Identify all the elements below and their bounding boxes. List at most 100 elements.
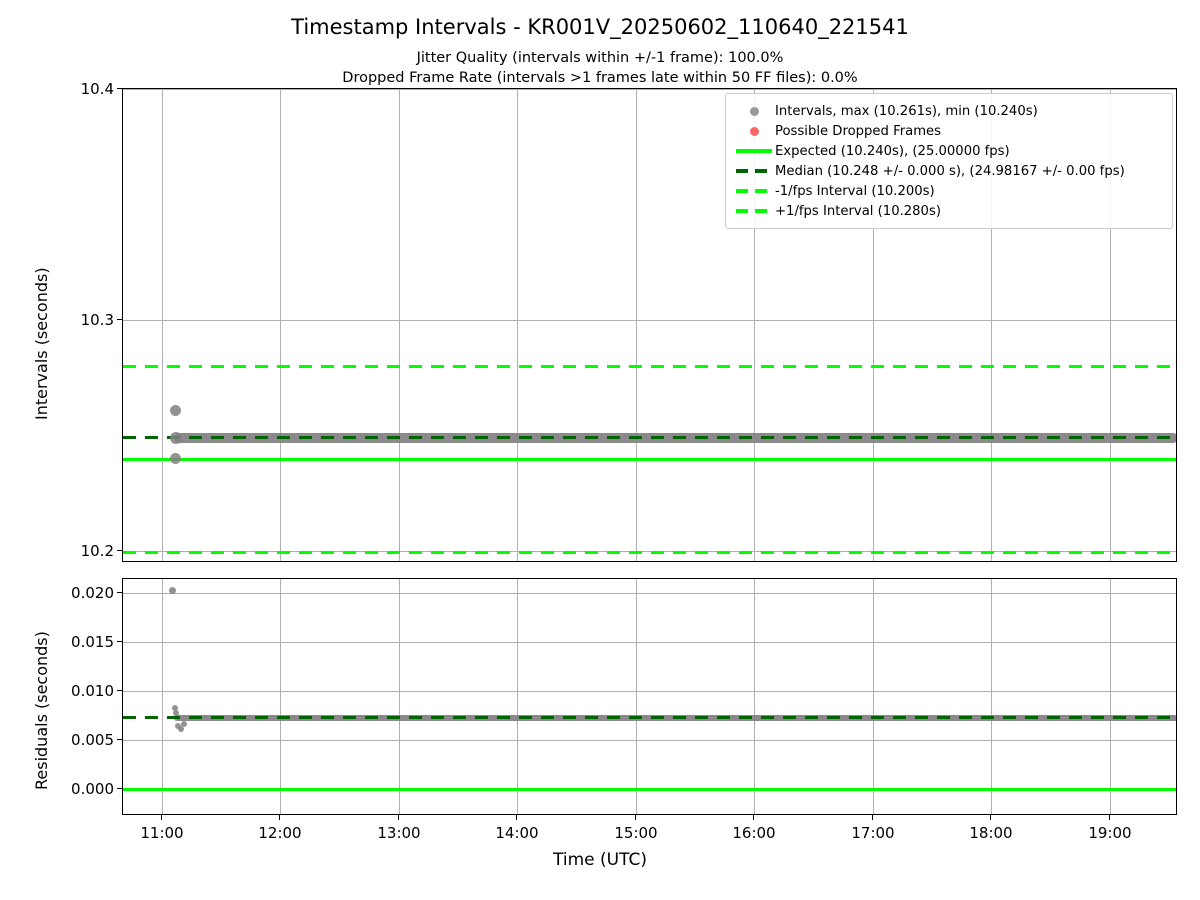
- minus-one-fps-interval-line: [123, 551, 1176, 554]
- x-tick-label: 15:00: [614, 824, 658, 842]
- gridline-horizontal: [123, 89, 1176, 90]
- x-tick-label: 12:00: [258, 824, 302, 842]
- median-interval-line: [123, 436, 1176, 440]
- median-residual-line: [123, 716, 1176, 720]
- gridline-vertical: [162, 579, 163, 814]
- gridline-vertical: [873, 89, 874, 561]
- x-tick-mark: [516, 815, 518, 820]
- gridline-vertical: [517, 89, 518, 561]
- gridline-horizontal: [123, 320, 1176, 321]
- y-axis-label-residuals: Residuals (seconds): [32, 631, 51, 790]
- x-tick-mark: [398, 815, 400, 820]
- y-tick-mark: [117, 319, 122, 321]
- legend-row: +1/fps Interval (10.280s): [733, 201, 1163, 221]
- circle-marker-icon: [733, 106, 775, 116]
- legend-label: Expected (10.240s), (25.00000 fps): [775, 143, 1010, 159]
- expected-interval-line: [123, 458, 1176, 461]
- x-tick-label: 18:00: [969, 824, 1013, 842]
- legend-row: Expected (10.240s), (25.00000 fps): [733, 141, 1163, 161]
- gridline-horizontal: [123, 593, 1176, 594]
- page-title: Timestamp Intervals - KR001V_20250602_11…: [291, 15, 909, 39]
- legend-row: Intervals, max (10.261s), min (10.240s): [733, 101, 1163, 121]
- residuals-plot-area: [122, 578, 1177, 815]
- residual-data-point: [181, 721, 187, 727]
- residual-data-point: [178, 726, 184, 732]
- dashed-line-marker-icon: [733, 169, 775, 173]
- dashed-line-marker-icon: [733, 209, 775, 213]
- intervals-plot-area: Intervals, max (10.261s), min (10.240s) …: [122, 88, 1177, 562]
- x-tick-mark: [279, 815, 281, 820]
- legend-row: Median (10.248 +/- 0.000 s), (24.98167 +…: [733, 161, 1163, 181]
- gridline-horizontal: [123, 691, 1176, 692]
- gridline-vertical: [991, 579, 992, 814]
- interval-data-point: [170, 432, 182, 444]
- residual-data-point: [173, 710, 179, 716]
- gridline-vertical: [1110, 89, 1111, 561]
- zero-residual-line: [123, 788, 1176, 791]
- legend-label: -1/fps Interval (10.200s): [775, 183, 935, 199]
- y-tick-label-residuals: 0.000: [71, 780, 114, 798]
- gridline-horizontal: [123, 740, 1176, 741]
- gridline-vertical: [873, 579, 874, 814]
- y-axis-label-intervals: Intervals (seconds): [32, 267, 51, 420]
- y-tick-mark: [117, 641, 122, 643]
- gridline-vertical: [399, 89, 400, 561]
- gridline-vertical: [280, 579, 281, 814]
- gridline-horizontal: [123, 642, 1176, 643]
- legend-row: -1/fps Interval (10.200s): [733, 181, 1163, 201]
- y-tick-label-residuals: 0.020: [71, 584, 114, 602]
- y-tick-mark: [117, 690, 122, 692]
- solid-line-marker-icon: [733, 149, 775, 153]
- y-tick-label-intervals: 10.3: [80, 311, 114, 329]
- x-tick-mark: [635, 815, 637, 820]
- x-tick-label: 14:00: [495, 824, 539, 842]
- y-tick-label-residuals: 0.010: [71, 682, 114, 700]
- x-tick-label: 17:00: [851, 824, 895, 842]
- x-tick-label: 16:00: [732, 824, 776, 842]
- y-tick-label-intervals: 10.2: [80, 542, 114, 560]
- gridline-vertical: [162, 89, 163, 561]
- interval-data-point: [170, 453, 181, 464]
- y-tick-mark: [117, 550, 122, 552]
- gridline-vertical: [517, 579, 518, 814]
- legend: Intervals, max (10.261s), min (10.240s) …: [725, 93, 1173, 229]
- x-tick-mark: [1109, 815, 1111, 820]
- residual-data-point: [169, 587, 176, 594]
- residual-data-point: [172, 705, 178, 711]
- y-tick-label-residuals: 0.005: [71, 731, 114, 749]
- y-tick-mark: [117, 592, 122, 594]
- circle-marker-icon: [733, 126, 775, 136]
- gridline-vertical: [754, 579, 755, 814]
- gridline-vertical: [991, 89, 992, 561]
- legend-label: Possible Dropped Frames: [775, 123, 942, 139]
- x-tick-label: 11:00: [140, 824, 184, 842]
- x-tick-mark: [753, 815, 755, 820]
- gridline-vertical: [280, 89, 281, 561]
- legend-row: Possible Dropped Frames: [733, 121, 1163, 141]
- jitter-quality-subtitle: Jitter Quality (intervals within +/-1 fr…: [416, 50, 784, 66]
- y-tick-label-residuals: 0.015: [71, 633, 114, 651]
- dashed-line-marker-icon: [733, 189, 775, 193]
- gridline-vertical: [399, 579, 400, 814]
- legend-label: Intervals, max (10.261s), min (10.240s): [775, 103, 1038, 119]
- x-tick-mark: [872, 815, 874, 820]
- x-axis-label: Time (UTC): [553, 850, 647, 870]
- x-tick-label: 19:00: [1088, 824, 1132, 842]
- gridline-vertical: [1110, 579, 1111, 814]
- x-tick-label: 13:00: [377, 824, 421, 842]
- y-tick-mark: [117, 788, 122, 790]
- interval-data-point: [170, 405, 181, 416]
- plus-one-fps-interval-line: [123, 365, 1176, 368]
- y-tick-label-intervals: 10.4: [80, 80, 114, 98]
- gridline-vertical: [754, 89, 755, 561]
- y-tick-mark: [117, 739, 122, 741]
- gridline-vertical: [636, 579, 637, 814]
- dropped-frame-rate-subtitle: Dropped Frame Rate (intervals >1 frames …: [342, 70, 858, 86]
- legend-label: +1/fps Interval (10.280s): [775, 203, 941, 219]
- x-tick-mark: [990, 815, 992, 820]
- y-tick-mark: [117, 88, 122, 90]
- legend-label: Median (10.248 +/- 0.000 s), (24.98167 +…: [775, 163, 1125, 179]
- x-tick-mark: [161, 815, 163, 820]
- gridline-vertical: [636, 89, 637, 561]
